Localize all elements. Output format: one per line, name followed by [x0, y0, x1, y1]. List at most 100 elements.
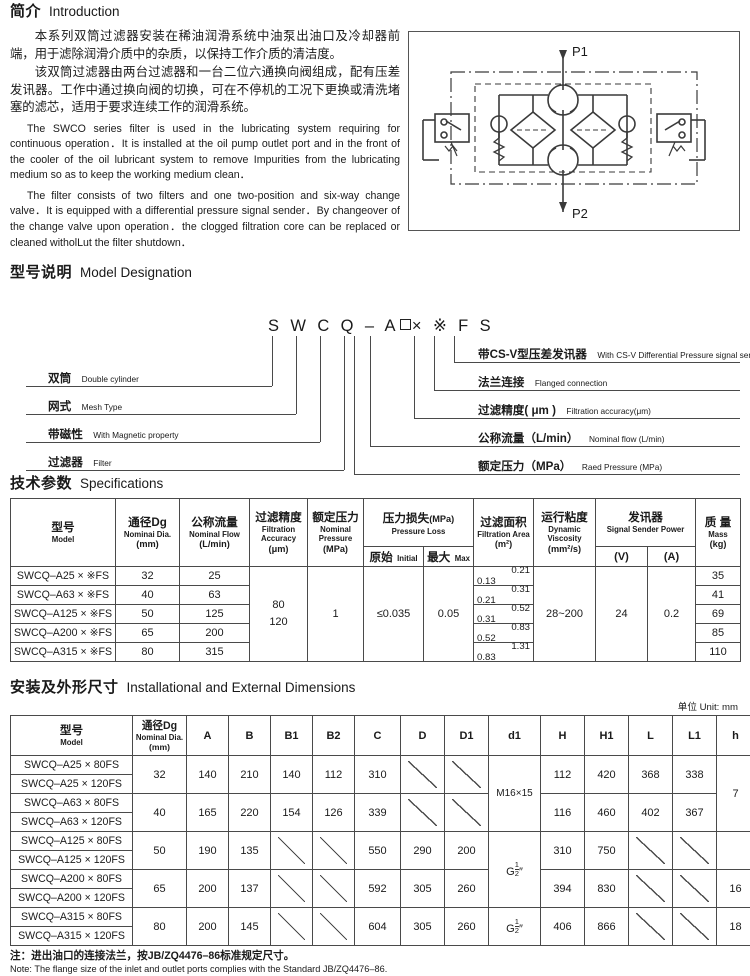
introduction-block: 本系列双筒过滤器安装在稀油润滑系统中油泵出油口及冷却器前端，用于滤除润滑介质中的…: [10, 27, 740, 251]
dims-col-model: 型号 Model: [11, 716, 133, 756]
leader-vertical-cs-v-sender: [454, 336, 455, 362]
dims-b1-not-applicable: [271, 870, 313, 908]
schematic-label-p1: P1: [572, 44, 588, 59]
model-label-flanged-connection: 法兰连接 Flanged connection: [478, 373, 607, 391]
dims-d-not-applicable: [401, 756, 445, 794]
specs-mass: 69: [696, 605, 741, 624]
dims-l: 402: [629, 794, 673, 832]
dims-model: SWCQ–A63 × 120FS: [11, 813, 133, 832]
dims-model: SWCQ–A315 × 80FS: [11, 908, 133, 927]
dims-b2-not-applicable: [313, 908, 355, 946]
dims-b1-not-applicable: [271, 908, 313, 946]
dims-b2-not-applicable: [313, 832, 355, 870]
intro-paragraph-cn-2: 该双筒过滤器由两台过滤器和一台二位六通换向阀组成，配有压差发讯器。工作中通过换向…: [10, 64, 400, 117]
specs-col-pressure-loss: 压力损失(MPa) Pressure Loss: [364, 499, 474, 547]
dims-col-b: B: [229, 716, 271, 756]
table-row: SWCQ–A315 × 80FS 80 200 145 604 305 260 …: [11, 908, 750, 927]
dims-col-h-small: h: [717, 716, 750, 756]
dims-col-b2: B2: [313, 716, 355, 756]
specifications-table: 型号 Model 通径Dg Nominai Dia. (mm) 公称流量 Nom…: [10, 498, 741, 662]
section-heading-model-designation: 型号说明 Model Designation: [10, 261, 740, 282]
model-code-box-placeholder: [400, 319, 411, 330]
section-heading-specifications: 技术参数 Specifications: [10, 472, 740, 493]
dims-h-small: 16: [717, 870, 750, 908]
dims-l1-not-applicable: [673, 832, 717, 870]
label-cn: 带磁性: [48, 428, 83, 441]
specs-col-loss-max: 最大 Max: [424, 547, 474, 567]
specs-col-nominal-flow: 公称流量 Nominal Flow (L/min): [180, 499, 250, 567]
dims-d1-not-applicable: [445, 794, 489, 832]
label-en: Filter: [93, 458, 111, 468]
specs-loss-max-merged: 0.05: [424, 567, 474, 662]
dims-h: 116: [541, 794, 585, 832]
dims-d: 290: [401, 832, 445, 870]
dims-a: 190: [187, 832, 229, 870]
specs-flow: 125: [180, 605, 250, 624]
dims-b2: 112: [313, 756, 355, 794]
dims-model: SWCQ–A25 × 120FS: [11, 775, 133, 794]
specs-col-loss-initial: 原始 Initial: [364, 547, 424, 567]
label-cn: 过滤器: [48, 456, 83, 469]
dims-col-d1-cap: D1: [445, 716, 489, 756]
model-code-prefix: S W C Q – A: [268, 317, 399, 335]
dims-b: 135: [229, 832, 271, 870]
dims-dia: 32: [133, 756, 187, 794]
dims-c: 339: [355, 794, 401, 832]
specs-model: SWCQ–A63 × ※FS: [11, 586, 116, 605]
specs-col-filtration-area: 过滤面积 Filtration Area (m²): [474, 499, 534, 567]
specs-dia: 40: [116, 586, 180, 605]
dims-b: 137: [229, 870, 271, 908]
section-title-en: Model Designation: [80, 265, 192, 280]
dims-d1: 260: [445, 908, 489, 946]
schematic-label-p2: P2: [572, 206, 588, 221]
model-label-filtration-accuracy: 过滤精度( μm ) Filtration accuracy(μm): [478, 401, 651, 419]
specs-dia: 80: [116, 643, 180, 662]
specs-accuracy-merged: 80 120: [250, 567, 308, 662]
section-title-cn: 型号说明: [10, 261, 72, 282]
dims-h-small-merged: 7: [717, 756, 750, 832]
table-row: SWCQ–A125 × 80FS 50 190 135 550 290 200 …: [11, 832, 750, 851]
dims-col-l1: L1: [673, 716, 717, 756]
leader-vertical-rated-pressure: [354, 336, 355, 474]
dims-d: 305: [401, 908, 445, 946]
section-title-en: Installational and External Dimensions: [127, 680, 356, 695]
specs-dia: 65: [116, 624, 180, 643]
specs-sender-voltage-merged: 24: [596, 567, 648, 662]
label-en: With Magnetic property: [93, 430, 178, 440]
introduction-text: 本系列双筒过滤器安装在稀油润滑系统中油泵出油口及冷却器前端，用于滤除润滑介质中的…: [10, 27, 400, 251]
table-row: SWCQ–A63 × 80FS 40 165 220 154 126 339 1…: [11, 794, 750, 813]
leader-vertical-double-cylinder: [272, 336, 273, 386]
dims-l1: 367: [673, 794, 717, 832]
label-cn: 双筒: [48, 372, 71, 385]
dims-a: 200: [187, 870, 229, 908]
section-heading-dimensions: 安装及外形尺寸 Installational and External Dime…: [10, 676, 740, 697]
dims-l1-not-applicable: [673, 908, 717, 946]
dims-h1: 420: [585, 756, 629, 794]
label-cn: 网式: [48, 400, 71, 413]
intro-paragraph-en-1: The SWCO series filter is used in the lu…: [10, 122, 400, 184]
specs-mass: 35: [696, 567, 741, 586]
specs-flow: 63: [180, 586, 250, 605]
intro-paragraph-cn-1: 本系列双筒过滤器安装在稀油润滑系统中油泵出油口及冷却器前端，用于滤除润滑介质中的…: [10, 28, 400, 63]
specs-col-model: 型号 Model: [11, 499, 116, 567]
model-label-double-cylinder: 双筒 Double cylinder: [48, 369, 139, 387]
dims-d-not-applicable: [401, 794, 445, 832]
leader-vertical-flanged: [434, 336, 435, 390]
dims-model: SWCQ–A63 × 80FS: [11, 794, 133, 813]
intro-paragraph-en-2: The filter consists of two filters and o…: [10, 189, 400, 251]
dims-model: SWCQ–A25 × 80FS: [11, 756, 133, 775]
section-title-en: Introduction: [49, 4, 120, 19]
dims-dia: 50: [133, 832, 187, 870]
section-title-cn: 简介: [10, 0, 41, 21]
dims-col-c: C: [355, 716, 401, 756]
dims-b: 145: [229, 908, 271, 946]
section-title-cn: 技术参数: [10, 472, 72, 493]
label-cn: 额定压力（MPa）: [478, 460, 571, 473]
table-row: SWCQ–A200 × 80FS 65 200 137 592 305 260 …: [11, 870, 750, 889]
dims-b1: 154: [271, 794, 313, 832]
specs-col-nominal-pressure: 额定压力 Nominal Pressure (MPa): [308, 499, 364, 567]
